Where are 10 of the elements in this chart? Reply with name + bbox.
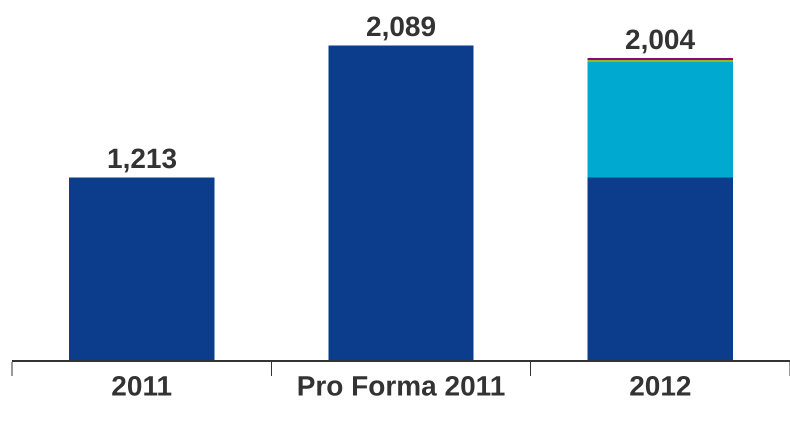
data-label: 2,089 <box>366 11 436 42</box>
bar <box>588 61 733 178</box>
x-tick-label: 2012 <box>629 370 692 402</box>
x-tick-label: 2011 <box>111 370 172 402</box>
bar <box>69 178 214 360</box>
bar <box>328 46 474 360</box>
data-label: 1,213 <box>107 143 178 174</box>
bar <box>588 178 733 360</box>
total-label: 2,004 <box>625 24 696 55</box>
x-tick-label: Pro Forma 2011 <box>296 370 506 402</box>
